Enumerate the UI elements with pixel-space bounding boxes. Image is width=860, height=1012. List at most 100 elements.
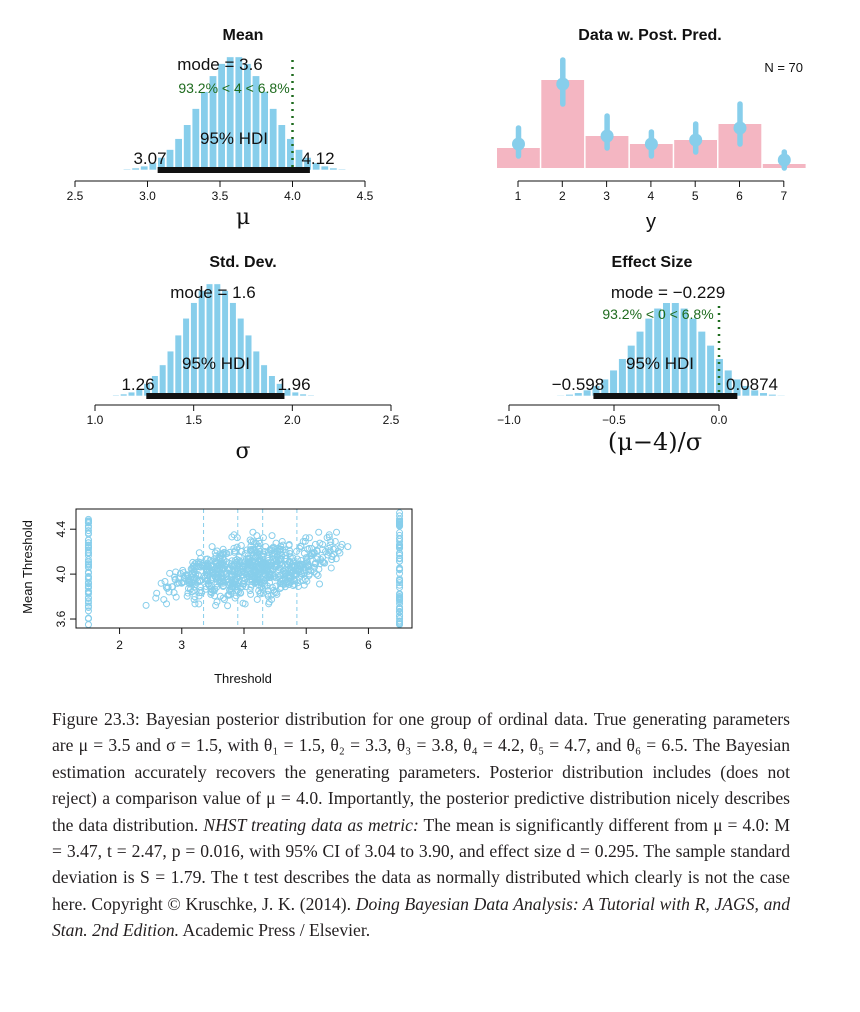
x-tick-label: 3.5: [212, 189, 229, 203]
scatter-point: [241, 563, 249, 571]
scatter-point: [299, 561, 307, 569]
histogram-bar: [198, 290, 206, 397]
scatter-point: [279, 546, 287, 554]
sd-histogram-panel: 1.0 1.5 2.0 2.5: [87, 283, 400, 427]
scatter-point: [84, 519, 92, 527]
scatter-point: [316, 580, 324, 588]
histogram-bar: [120, 393, 128, 397]
scatter-point: [268, 532, 276, 540]
x-tick-label: 3: [603, 189, 610, 203]
scatter-point: [84, 621, 92, 629]
scatter-point: [332, 555, 340, 563]
scatter-point: [396, 597, 404, 605]
scatter-point: [84, 563, 92, 571]
scatter-point: [396, 520, 404, 528]
scatter-point: [212, 601, 220, 609]
scatter-point: [309, 550, 317, 558]
scatter-point: [318, 558, 326, 566]
x-tick-label: 6: [736, 189, 743, 203]
scatter-point: [334, 547, 342, 555]
x-tick-label: 3: [178, 638, 185, 652]
histogram-bar: [191, 108, 200, 171]
effect-hdi-low: −0.598: [552, 375, 604, 394]
scatter-point: [287, 566, 295, 574]
x-tick-label: 2: [116, 638, 123, 652]
scatter-point: [396, 608, 404, 616]
scatter-point: [213, 573, 221, 581]
scatter-point: [256, 558, 264, 566]
scatter-point: [282, 552, 290, 560]
scatter-point: [233, 534, 241, 542]
sd-hdi-label: 95% HDI: [182, 354, 250, 373]
posterior-predictive-panel: 1 2 3 4 5 6 7: [497, 57, 806, 203]
sd-hdi-high: 1.96: [277, 375, 310, 394]
scatter-point: [318, 554, 326, 562]
scatter-point: [225, 591, 233, 599]
scatter-point: [270, 586, 278, 594]
effect-hdi-high: 0.0874: [726, 375, 778, 394]
scatter-point: [327, 538, 335, 546]
scatter-point: [302, 534, 310, 542]
histogram-bar: [291, 391, 299, 397]
x-tick-label: 2: [559, 189, 566, 203]
scatter-point: [323, 534, 331, 542]
scatter-point: [220, 565, 228, 573]
scatter-point: [267, 547, 275, 555]
histogram-bar: [312, 162, 321, 171]
scatter-point: [255, 587, 263, 595]
scatter-point: [84, 527, 92, 535]
histogram-bar: [777, 394, 786, 397]
scatter-point: [277, 556, 285, 564]
scatter-point: [396, 569, 404, 577]
x-tick-label: 6: [365, 638, 372, 652]
histogram-bar: [337, 168, 346, 171]
histogram-bar: [307, 394, 315, 397]
histogram-bar: [697, 331, 706, 397]
scatter-point: [304, 563, 312, 571]
mean-hdi-label: 95% HDI: [200, 129, 268, 148]
histogram-bar: [229, 302, 237, 397]
effect-hdi-label: 95% HDI: [626, 354, 694, 373]
scatter-point: [396, 617, 404, 625]
histogram-bar: [268, 375, 276, 397]
mean-hdi-high: 4.12: [301, 149, 334, 168]
scatter-point: [84, 569, 92, 577]
scatter-y-axis-label: Mean Threshold: [20, 520, 35, 614]
y-tick-label: 4.0: [54, 565, 68, 582]
scatter-x-axis-label: Threshold: [214, 671, 272, 686]
scatter-point: [276, 545, 284, 553]
histogram-bar: [221, 290, 229, 397]
histogram-bar: [741, 385, 750, 397]
scatter-point: [260, 550, 268, 558]
scatter-point: [157, 579, 165, 587]
histogram-bar: [329, 167, 338, 171]
scatter-point: [248, 578, 256, 586]
scatter-point: [278, 537, 286, 545]
scatter-point: [210, 555, 218, 563]
scatter-point: [142, 601, 150, 609]
scatter-point: [84, 602, 92, 610]
scatter-point: [247, 542, 255, 550]
effect-x-axis-label: (μ−4)/σ: [608, 428, 702, 456]
scatter-point: [195, 563, 203, 571]
scatter-point: [203, 568, 211, 576]
scatter-point: [191, 600, 199, 608]
scatter-point: [248, 573, 256, 581]
scatter-point: [84, 524, 92, 532]
x-tick-label: 4: [648, 189, 655, 203]
scatter-point: [275, 573, 283, 581]
scatter-point: [190, 596, 198, 604]
histogram-bar: [750, 389, 759, 397]
scatter-point: [293, 555, 301, 563]
histogram-bar: [174, 138, 183, 171]
scatter-point: [239, 580, 247, 588]
scatter-point: [259, 575, 267, 583]
scatter-point: [247, 590, 255, 598]
histogram-bar: [768, 394, 777, 397]
histogram-bar: [140, 165, 149, 171]
histogram-bar: [283, 388, 292, 397]
caption-text: Figure 23.3: Bayesian posterior distribu…: [52, 709, 790, 835]
scatter-point: [84, 594, 92, 602]
scatter-point: [172, 593, 180, 601]
histogram-bar: [583, 389, 592, 397]
